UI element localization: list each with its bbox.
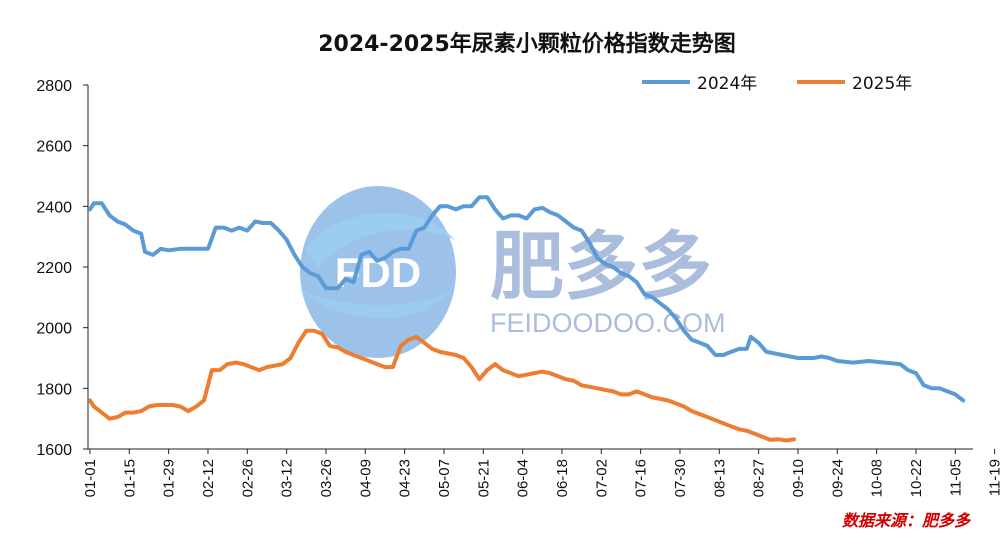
x-tick-label: 07-16 <box>633 459 650 497</box>
fdd-logo-icon: FDD <box>300 186 456 358</box>
x-tick-label: 11-05 <box>947 459 964 496</box>
watermark: FDD 肥多多 FEIDOODOO.COM <box>300 186 726 358</box>
legend-label-2025: 2025年 <box>852 74 912 94</box>
y-tick-label: 2200 <box>36 260 72 277</box>
y-tick-label: 2600 <box>36 139 72 156</box>
y-axis-ticks: 1600 1800 2000 2200 2400 2600 2800 <box>36 78 88 459</box>
series-layer <box>88 195 966 443</box>
legend: 2024年 2025年 <box>642 74 912 94</box>
x-tick-label: 05-07 <box>436 459 453 497</box>
x-tick-label: 07-02 <box>593 459 610 497</box>
x-tick-label: 02-12 <box>200 459 217 497</box>
x-tick-label: 03-26 <box>318 459 335 497</box>
y-tick-label: 2000 <box>36 321 72 338</box>
watermark-brand-en: FEIDOODOO.COM <box>490 308 726 338</box>
x-tick-label: 10-08 <box>869 459 886 497</box>
x-tick-label: 06-18 <box>554 459 571 497</box>
series-line-2025 <box>88 328 796 443</box>
x-tick-label: 09-10 <box>790 459 807 497</box>
watermark-logo-text: FDD <box>335 249 421 296</box>
x-tick-label: 03-12 <box>279 459 296 497</box>
series-line-2024 <box>88 195 966 403</box>
x-tick-label: 05-21 <box>475 459 492 497</box>
y-tick-label: 2800 <box>36 78 72 95</box>
y-tick-label: 1800 <box>36 381 72 398</box>
legend-label-2024: 2024年 <box>697 74 757 94</box>
x-tick-label: 02-26 <box>239 459 256 497</box>
x-tick-label: 08-27 <box>751 459 768 497</box>
x-tick-label: 10-22 <box>908 459 925 497</box>
x-tick-label: 04-09 <box>357 459 374 497</box>
x-axis-ticks: 01-01 01-15 01-29 02-12 02-26 03-12 03-26 04-09… <box>82 449 1000 497</box>
x-tick-label: 11-19 <box>987 459 1000 496</box>
chart-title: 2024-2025年尿素小颗粒价格指数走势图 <box>318 31 736 57</box>
x-tick-label: 06-04 <box>515 459 532 497</box>
source-note: 数据来源：肥多多 <box>842 511 972 530</box>
x-tick-label: 01-15 <box>121 459 138 497</box>
x-tick-label: 07-30 <box>672 459 689 497</box>
x-tick-label: 04-23 <box>397 459 414 497</box>
x-tick-label: 08-13 <box>711 459 728 497</box>
x-tick-label: 01-01 <box>82 459 99 497</box>
x-tick-label: 09-24 <box>829 459 846 497</box>
x-tick-label: 01-29 <box>161 459 178 497</box>
watermark-brand-cn: 肥多多 <box>490 224 712 310</box>
y-tick-label: 1600 <box>36 442 72 459</box>
y-tick-label: 2400 <box>36 199 72 216</box>
